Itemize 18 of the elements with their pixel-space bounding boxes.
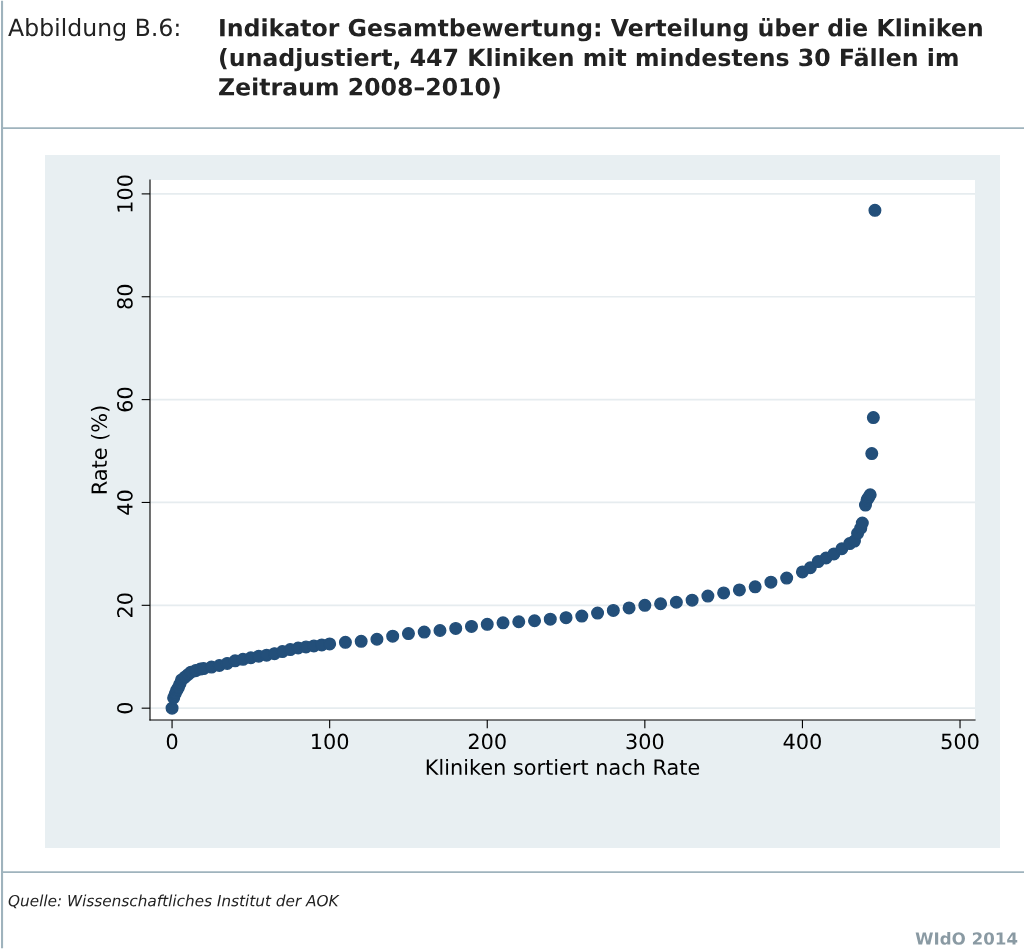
chart-title: Indikator Gesamtbewertung: Verteilung über die Kliniken (unadjustiert, 447 Kliniken mit mindestens 30 Fällen im Zeitraum 2008–2010)	[219, 18, 982, 99]
x-axis-title: Kliniken sortiert nach Rate	[426, 758, 700, 776]
y-tick-label: 0	[117, 702, 133, 714]
y-tick-label: 100	[117, 175, 133, 212]
x-tick-label: 0	[166, 733, 178, 750]
x-tick-label: 100	[312, 733, 349, 750]
text: WIdO 2014	[915, 931, 1018, 945]
y-axis-title: Rate (%)	[90, 406, 110, 494]
y-tick-label: 20	[117, 593, 133, 618]
y-tick-label: 60	[117, 387, 133, 412]
x-tick-label: 500	[941, 733, 979, 750]
y-tick-label: 80	[117, 284, 133, 309]
x-tick-label: 300	[626, 733, 664, 750]
text: Abbildung B.6:	[8, 18, 179, 41]
x-tick-label: 400	[783, 733, 821, 750]
source-note: Quelle: Wissenschaftliches Institut der AOK	[8, 894, 340, 909]
x-tick-label: 200	[468, 733, 506, 750]
y-tick-label: 40	[117, 490, 133, 515]
